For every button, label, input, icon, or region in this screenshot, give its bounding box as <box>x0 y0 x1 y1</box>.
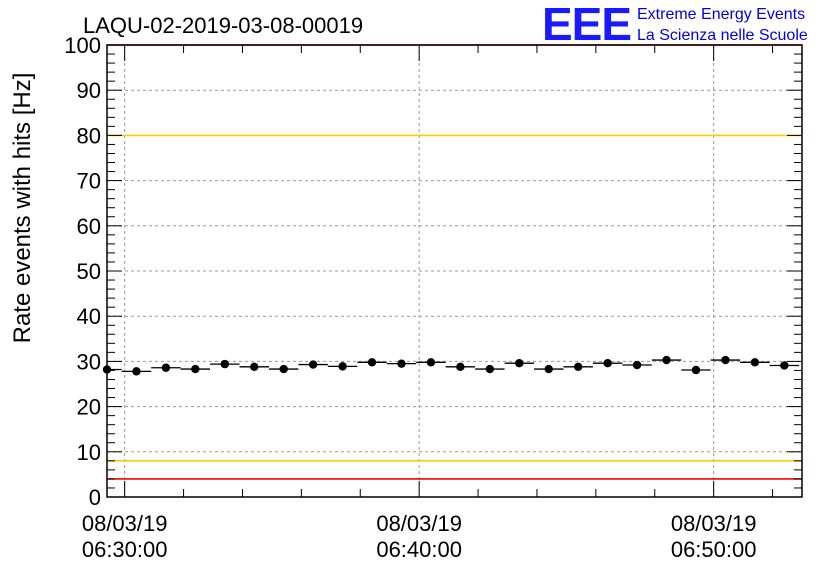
y-axis-label: Rate events with hits [Hz] <box>9 73 36 344</box>
y-tick-label: 30 <box>77 349 101 374</box>
x-tick-time: 06:50:00 <box>671 537 757 562</box>
data-point <box>721 355 730 365</box>
data-point <box>161 363 171 372</box>
data-point <box>780 361 789 370</box>
logo-line1: Extreme Energy Events <box>637 6 805 23</box>
y-tick-label: 100 <box>64 33 101 58</box>
grid-layer <box>107 45 802 497</box>
logo-line2: La Scienza nelle Scuole <box>637 27 808 44</box>
y-tick-label: 20 <box>77 395 101 420</box>
data-points <box>102 355 800 376</box>
data-point <box>573 362 583 372</box>
data-point <box>132 367 141 376</box>
data-point <box>397 359 406 368</box>
logo-mark: EEE <box>542 0 631 50</box>
data-point <box>191 364 200 374</box>
data-point <box>632 360 642 370</box>
y-tick-label: 90 <box>77 78 101 103</box>
y-tick-label: 10 <box>77 440 101 465</box>
data-point <box>485 364 495 374</box>
data-point <box>338 362 347 371</box>
data-point <box>220 359 229 369</box>
data-point <box>367 358 377 367</box>
y-tick-labels: 0 10 20 30 40 50 60 70 80 90 100 <box>64 33 101 510</box>
data-point <box>691 365 701 375</box>
data-point <box>515 359 524 368</box>
y-tick-label: 80 <box>77 123 101 148</box>
y-tick-label: 0 <box>89 485 101 510</box>
eee-logo: EEE Extreme Energy Events La Scienza nel… <box>542 0 808 50</box>
data-point <box>544 364 553 374</box>
x-tick-date: 08/03/19 <box>376 511 462 536</box>
x-tick-date: 08/03/19 <box>82 511 168 536</box>
y-tick-label: 70 <box>77 169 101 194</box>
data-point <box>750 358 760 367</box>
data-point <box>279 364 288 374</box>
x-tick-time: 06:30:00 <box>82 537 168 562</box>
x-tick-date: 08/03/19 <box>671 511 757 536</box>
data-point <box>662 355 671 365</box>
y-tick-label: 40 <box>77 304 101 329</box>
x-tick-labels: 08/03/1906:30:0008/03/1906:40:0008/03/19… <box>82 511 757 562</box>
y-tick-label: 50 <box>77 259 101 284</box>
data-point <box>250 362 259 372</box>
axis-ticks <box>107 44 802 498</box>
x-tick-time: 06:40:00 <box>376 537 462 562</box>
reference-lines <box>107 44 802 480</box>
data-point <box>456 362 465 372</box>
y-tick-label: 60 <box>77 214 101 239</box>
data-point <box>426 358 436 367</box>
chart-title: LAQU-02-2019-03-08-00019 <box>83 13 363 38</box>
data-point <box>603 359 612 368</box>
data-point <box>308 360 318 369</box>
